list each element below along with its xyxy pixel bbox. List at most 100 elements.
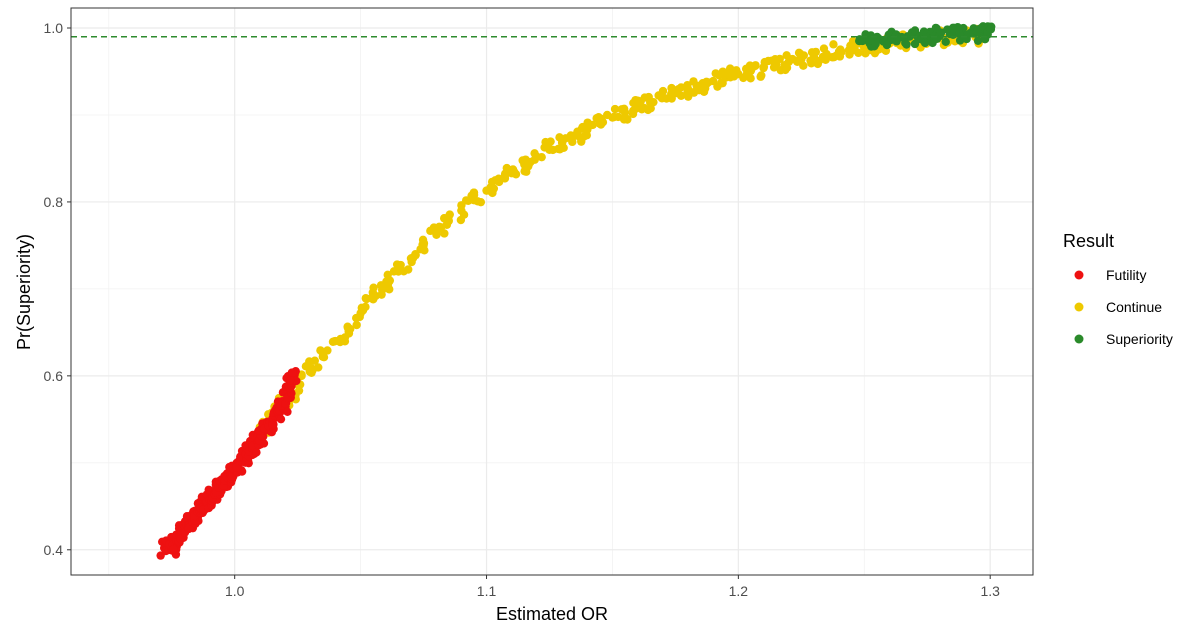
point-continue-jitter [420,246,429,255]
point-continue-jitter [336,334,345,344]
point-continue-jitter [807,59,816,68]
y-axis-title: Pr(Superiority) [14,234,34,350]
x-axis-title: Estimated OR [496,604,608,624]
y-tick-label: 0.6 [44,368,64,384]
point-continue-jitter [469,188,479,197]
legend-label-futility: Futility [1106,267,1146,283]
point-continue-jitter [297,371,306,381]
point-continue-jitter [361,302,370,312]
point-continue-jitter [598,118,608,127]
point-superiority-jitter [866,35,876,45]
point-continue-jitter [819,44,829,53]
point-continue-jitter [725,66,735,76]
point-superiority-jitter [882,40,892,50]
point-continue-jitter [310,356,319,365]
legend-label-superiority: Superiority [1106,331,1173,347]
legend-key-superiority [1074,334,1084,344]
point-futility-jitter [169,544,178,554]
point-continue-jitter [811,47,821,57]
point-continue-jitter [396,260,405,270]
point-continue-jitter [799,61,808,70]
point-continue-jitter [746,67,755,76]
point-continue-jitter [369,283,378,292]
point-continue-jitter [689,87,698,97]
point-continue-jitter [530,149,539,158]
point-continue-jitter [610,104,620,114]
point-continue-jitter [756,72,765,81]
y-axis: 0.4 0.6 0.8 1.0 [44,20,71,558]
point-futility-jitter [283,407,292,417]
point-continue-jitter [636,97,645,106]
point-continue-jitter [794,56,803,65]
legend-label-continue: Continue [1106,299,1162,315]
point-continue-jitter [546,137,555,146]
point-continue-jitter [845,50,854,59]
point-continue-jitter [559,143,568,153]
point-superiority-jitter [936,28,946,37]
point-superiority-jitter [872,32,882,42]
point-continue-jitter [813,59,823,69]
point-continue-jitter [623,115,632,124]
point-superiority-jitter [954,24,963,34]
point-continue-jitter [775,54,784,64]
point-continue-jitter [487,177,497,187]
y-tick-label: 0.8 [44,194,64,210]
point-continue-jitter [583,124,592,133]
x-axis: 1.0 1.1 1.2 1.3 [225,575,1000,599]
point-futility-jitter [285,376,295,385]
point-superiority-jitter [973,27,982,36]
point-continue-jitter [407,257,416,267]
point-futility-jitter [276,414,286,424]
point-superiority-jitter [986,25,996,34]
point-continue-jitter [575,133,585,142]
point-continue-jitter [782,63,792,72]
point-futility-jitter [288,368,297,377]
point-continue-jitter [473,197,482,206]
point-continue-jitter [457,201,466,210]
x-tick-label: 1.0 [225,583,245,599]
point-continue-jitter [343,322,352,331]
point-continue-jitter [676,91,686,101]
point-futility-jitter [231,463,241,472]
point-continue-jitter [411,250,420,260]
point-continue-jitter [314,363,323,372]
point-continue-jitter [649,97,658,107]
point-continue-jitter [637,105,647,114]
point-continue-jitter [511,170,521,179]
point-superiority-jitter [902,40,911,49]
x-tick-label: 1.1 [477,583,497,599]
point-continue-jitter [494,174,503,183]
x-tick-label: 1.3 [980,583,1000,599]
point-superiority-jitter [941,37,950,47]
point-continue-jitter [544,144,554,153]
point-continue-jitter [440,229,449,238]
plot-border [70,7,1034,576]
grid-major [71,8,1033,575]
point-continue-jitter [715,71,724,80]
point-continue-jitter [500,174,510,183]
series-futility [156,367,301,560]
point-continue-jitter [699,87,709,96]
legend-title: Result [1063,231,1114,251]
point-superiority-jitter [973,36,983,45]
point-continue-jitter [442,220,452,229]
point-continue-jitter [371,291,380,301]
point-continue-jitter [521,155,530,164]
legend: Result Futility Continue Superiority [1063,231,1173,347]
point-continue-jitter [583,118,592,127]
point-continue-jitter [537,152,546,162]
point-continue-jitter [631,104,640,114]
point-continue-jitter [848,36,858,46]
point-continue-jitter [385,276,395,285]
point-continue-jitter [828,53,837,62]
point-continue-jitter [676,83,686,92]
point-continue-jitter [521,165,530,174]
point-continue [620,108,630,117]
point-continue-jitter [698,79,707,88]
legend-key-continue [1074,302,1084,312]
point-continue-jitter [764,56,773,66]
point-superiority-jitter [910,39,920,49]
point-futility-jitter [292,376,301,386]
legend-key-futility [1074,270,1084,280]
